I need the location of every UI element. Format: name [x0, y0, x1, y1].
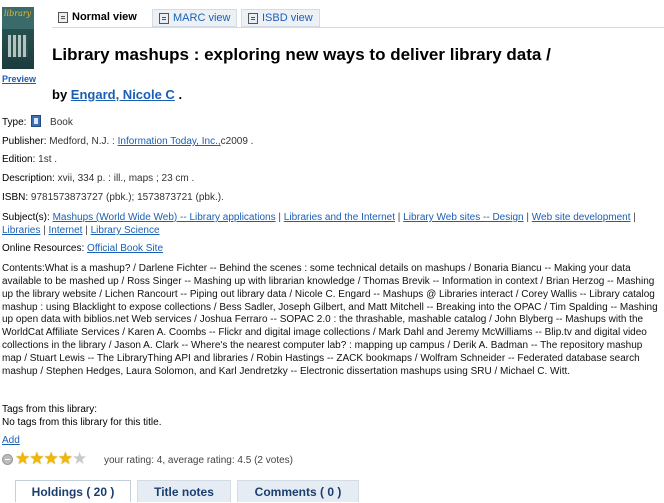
- tab-label: MARC view: [173, 12, 231, 24]
- document-icon: [248, 12, 258, 24]
- edition-label: Edition:: [2, 154, 36, 165]
- description-value: xvii, 334 p. : ill., maps ; 23 cm .: [57, 173, 195, 184]
- book-icon: [31, 115, 42, 127]
- tab-marc-view[interactable]: MARC view: [152, 9, 238, 27]
- star-icon[interactable]: ★: [72, 449, 88, 468]
- star-icon[interactable]: ★: [29, 449, 45, 468]
- isbn-row: ISBN: 9781573873727 (pbk.); 1573873721 (…: [2, 192, 224, 204]
- online-resources-row: Online Resources: Official Book Site: [2, 243, 163, 255]
- star-rating[interactable]: ★ ★ ★ ★ ★: [2, 449, 88, 468]
- isbn-label: ISBN:: [2, 192, 29, 203]
- description-label: Description:: [2, 173, 55, 184]
- tab-isbd-view[interactable]: ISBD view: [241, 9, 320, 27]
- subject-link[interactable]: Library Web sites -- Design: [403, 212, 524, 223]
- subject-link[interactable]: Internet: [48, 225, 83, 236]
- cancel-rating-icon[interactable]: [2, 453, 13, 465]
- edition-row: Edition: 1st .: [2, 154, 57, 166]
- description-row: Description: xvii, 334 p. : ill., maps ;…: [2, 173, 194, 185]
- tags-label: Tags from this library:: [2, 404, 98, 415]
- subject-link[interactable]: Web site development: [531, 212, 631, 223]
- star-icon[interactable]: ★: [57, 449, 73, 468]
- online-resources-label: Online Resources:: [2, 243, 85, 254]
- isbn-value: 9781573873727 (pbk.); 1573873721 (pbk.).: [30, 192, 224, 203]
- document-icon: [159, 12, 169, 24]
- star-icon[interactable]: ★: [43, 449, 59, 468]
- subject-link[interactable]: Library Science: [90, 225, 160, 236]
- cover-title: library: [4, 9, 32, 18]
- subjects-row: Subject(s): Mashups (World Wide Web) -- …: [2, 212, 636, 236]
- official-book-site-link[interactable]: Official Book Site: [87, 243, 164, 254]
- type-value: Book: [50, 117, 73, 128]
- tags-empty-text: No tags from this library for this title…: [2, 417, 162, 428]
- byline-suffix: .: [178, 87, 183, 102]
- rating-text: your rating: 4, average rating: 4.5 (2 v…: [104, 455, 293, 466]
- tab-comments[interactable]: Comments ( 0 ): [237, 480, 359, 502]
- publisher-year: c2009 .: [220, 136, 254, 147]
- byline-prefix: by: [52, 87, 68, 102]
- tab-normal-view[interactable]: Normal view: [58, 9, 137, 25]
- tab-divider: [52, 27, 664, 28]
- preview-link[interactable]: Preview: [2, 74, 37, 84]
- type-label: Type:: [2, 117, 27, 128]
- contents-label: Contents:: [2, 263, 45, 274]
- subject-link[interactable]: Libraries and the Internet: [283, 212, 395, 223]
- subject-link[interactable]: Mashups (World Wide Web) -- Library appl…: [52, 212, 276, 223]
- subject-link[interactable]: Libraries: [2, 225, 41, 236]
- publisher-link[interactable]: Information Today, Inc.,: [117, 136, 221, 147]
- record-title: Library mashups : exploring new ways to …: [52, 45, 551, 64]
- author-link[interactable]: Engard, Nicole C: [70, 87, 175, 102]
- contents-text: What is a mashup? / Darlene Fichter -- B…: [2, 263, 658, 377]
- tab-label: Normal view: [72, 11, 137, 23]
- publisher-place: Medford, N.J. :: [49, 136, 115, 147]
- document-icon: [58, 11, 68, 23]
- tab-label: ISBD view: [262, 12, 313, 24]
- contents-block: Contents:What is a mashup? / Darlene Fic…: [2, 263, 660, 379]
- subjects-label: Subject(s):: [2, 212, 50, 223]
- tab-title-notes[interactable]: Title notes: [137, 480, 231, 502]
- edition-value: 1st .: [38, 154, 58, 165]
- book-cover-image[interactable]: library: [2, 7, 34, 69]
- type-row: Type: Book: [2, 115, 73, 129]
- byline: by Engard, Nicole C .: [52, 87, 182, 102]
- add-tag-link[interactable]: Add: [2, 435, 20, 446]
- publisher-label: Publisher:: [2, 136, 47, 147]
- publisher-row: Publisher: Medford, N.J. : Information T…: [2, 136, 253, 148]
- star-icon[interactable]: ★: [15, 449, 31, 468]
- tab-holdings[interactable]: Holdings ( 20 ): [15, 480, 131, 502]
